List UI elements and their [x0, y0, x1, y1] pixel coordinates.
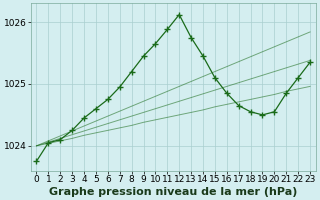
X-axis label: Graphe pression niveau de la mer (hPa): Graphe pression niveau de la mer (hPa): [49, 187, 298, 197]
